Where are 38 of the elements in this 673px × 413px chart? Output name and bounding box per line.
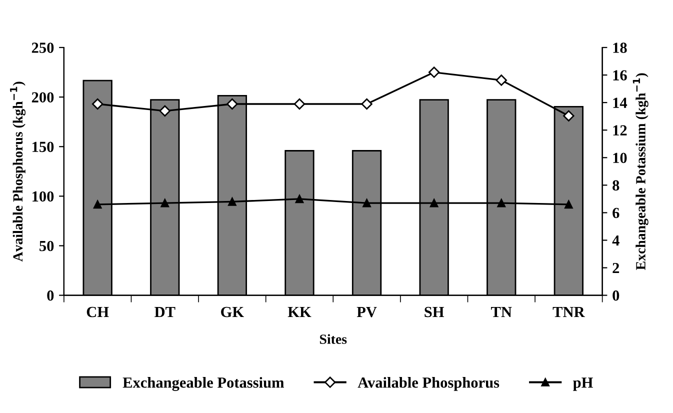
x-tick-label: SH: [424, 306, 444, 318]
y2-tick-label: 8: [612, 180, 620, 191]
y2-axis-title: Exchangeable Potassium (kgh$^{−1}$): [632, 73, 648, 270]
y2-tick-label: 18: [613, 42, 627, 53]
legend-label: Exchangeable Potassium: [122, 377, 284, 391]
y-tick-label: 200: [32, 92, 54, 103]
x-tick-label: KK: [288, 307, 312, 318]
y-tick-label: 250: [32, 42, 54, 53]
y2-tick-label: 10: [613, 152, 627, 164]
x-tick-label: TN: [491, 307, 512, 318]
x-tick-label: DT: [154, 307, 176, 318]
legend-label: Available Phosphorus: [358, 377, 500, 391]
y2-tick-label: 16: [613, 70, 627, 80]
y2-tick-label: 0: [612, 290, 620, 301]
point: [92, 98, 104, 110]
y2-tick-label: 12: [613, 125, 627, 136]
y-tick-label: 0: [47, 290, 54, 301]
point: [226, 98, 238, 110]
y2-tick-label: 4: [612, 235, 620, 246]
y-tick-label: 150: [32, 142, 54, 152]
legend-label: pH: [573, 378, 593, 391]
point: [496, 74, 507, 86]
y-tick-label: 100: [32, 191, 54, 202]
point: [294, 98, 306, 110]
y2-tick-label: 2: [612, 262, 620, 274]
point: [428, 66, 440, 78]
y2-tick-label: 14: [613, 98, 628, 108]
y-axis-title: Available Phosphorus (kgh$^{−1}$): [10, 82, 26, 262]
x-tick-label: TNR: [552, 307, 585, 318]
point: [159, 105, 170, 117]
y2-tick-label: 6: [612, 208, 620, 218]
x-axis-title: Sites: [320, 334, 347, 344]
y-tick-label: 50: [40, 240, 54, 252]
point: [563, 110, 574, 122]
x-tick-label: PV: [356, 307, 377, 318]
point: [361, 98, 372, 110]
x-tick-label: CH: [86, 306, 109, 318]
x-tick-label: GK: [221, 306, 244, 318]
